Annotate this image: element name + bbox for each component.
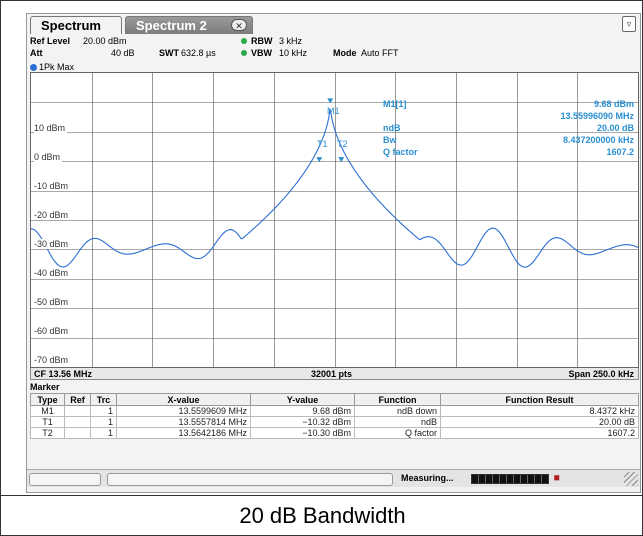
att-label: Att bbox=[30, 48, 43, 58]
y-tick-label: -10 dBm bbox=[34, 181, 70, 191]
mode-label: Mode bbox=[333, 48, 357, 58]
rbw-label: RBW bbox=[251, 36, 273, 46]
table-row[interactable]: M1 1 13.5599609 MHz 9.68 dBm ndB down 8.… bbox=[31, 406, 639, 417]
swt-label: SWT bbox=[159, 48, 179, 58]
sweep-points-label[interactable]: 32001 pts bbox=[311, 369, 352, 379]
cell-y-value: −10.32 dBm bbox=[251, 417, 355, 428]
status-bar: Measuring... ⏹ bbox=[27, 469, 640, 487]
marker-info-q-value: 1607.2 bbox=[606, 147, 634, 157]
cell-trc: 1 bbox=[91, 417, 117, 428]
mode-value[interactable]: Auto FFT bbox=[361, 48, 399, 58]
cell-function: Q factor bbox=[355, 428, 441, 439]
cell-type: T2 bbox=[31, 428, 65, 439]
table-row[interactable]: T2 1 13.5642186 MHz −10.30 dBm Q factor … bbox=[31, 428, 639, 439]
vbw-label: VBW bbox=[251, 48, 272, 58]
trace-indicator-icon bbox=[30, 64, 37, 71]
att-value[interactable]: 40 dB bbox=[111, 48, 135, 58]
t2-marker-label: T2 bbox=[337, 139, 348, 149]
t1-marker-label: T1 bbox=[317, 139, 328, 149]
marker-table: Type Ref Trc X-value Y-value Function Fu… bbox=[30, 393, 639, 439]
column-header: Function bbox=[355, 394, 441, 406]
column-header: Trc bbox=[91, 394, 117, 406]
tab-bar: Spectrum Spectrum 2 ✕ ▿ bbox=[27, 14, 640, 34]
cell-ref bbox=[65, 417, 91, 428]
cell-trc: 1 bbox=[91, 428, 117, 439]
measurement-progress-bar bbox=[471, 474, 549, 484]
cell-function: ndB down bbox=[355, 406, 441, 417]
figure-caption: 20 dB Bandwidth bbox=[1, 495, 643, 536]
marker-info-ndb-label: ndB bbox=[383, 123, 401, 133]
tab-spectrum-label: Spectrum bbox=[41, 18, 101, 33]
marker-info-bw-value: 8.437200000 kHz bbox=[563, 135, 634, 145]
grid-lines bbox=[31, 73, 638, 367]
cell-y-value: −10.30 dBm bbox=[251, 428, 355, 439]
marker-info-freq-value: 13.55996090 MHz bbox=[560, 111, 634, 121]
ref-level-value[interactable]: 20.00 dBm bbox=[83, 36, 127, 46]
cell-function-result: 20.00 dB bbox=[441, 417, 639, 428]
y-tick-label: -40 dBm bbox=[34, 268, 70, 278]
trace-label-text: 1Pk Max bbox=[39, 62, 74, 72]
cell-x-value: 13.5599609 MHz bbox=[117, 406, 251, 417]
cell-x-value: 13.5642186 MHz bbox=[117, 428, 251, 439]
measuring-status: Measuring... bbox=[401, 473, 454, 483]
cell-function: ndB bbox=[355, 417, 441, 428]
marker-info-bw-label: Bw bbox=[383, 135, 397, 145]
menu-dropdown-icon[interactable]: ▿ bbox=[622, 16, 636, 32]
close-icon[interactable]: ✕ bbox=[231, 19, 247, 31]
column-header: Type bbox=[31, 394, 65, 406]
tab-spectrum-2[interactable]: Spectrum 2 ✕ bbox=[125, 16, 253, 34]
y-tick-label: -20 dBm bbox=[34, 210, 70, 220]
y-tick-label: 0 dBm bbox=[34, 152, 62, 162]
cell-function-result: 8.4372 kHz bbox=[441, 406, 639, 417]
spectrum-plot[interactable]: 10 dBm 0 dBm -10 dBm -20 dBm -30 dBm -40… bbox=[30, 72, 639, 368]
vbw-status-dot bbox=[241, 50, 247, 56]
spectrum-plot-svg bbox=[31, 73, 638, 367]
status-message-field[interactable] bbox=[107, 473, 393, 486]
column-header: Function Result bbox=[441, 394, 639, 406]
resize-grip-icon[interactable] bbox=[624, 472, 638, 486]
y-tick-label: -30 dBm bbox=[34, 239, 70, 249]
column-header: Y-value bbox=[251, 394, 355, 406]
cell-x-value: 13.5557814 MHz bbox=[117, 417, 251, 428]
center-frequency-label[interactable]: CF 13.56 MHz bbox=[34, 369, 92, 379]
settings-panel: Ref Level 20.00 dBm Att 40 dB SWT 632.8 … bbox=[27, 34, 640, 64]
y-tick-label: 10 dBm bbox=[34, 123, 67, 133]
analyzer-screen: Spectrum Spectrum 2 ✕ ▿ Ref Level 20.00 … bbox=[26, 13, 641, 493]
cell-type: T1 bbox=[31, 417, 65, 428]
column-header: Ref bbox=[65, 394, 91, 406]
y-tick-label: -50 dBm bbox=[34, 297, 70, 307]
marker-info-ndb-value: 20.00 dB bbox=[597, 123, 634, 133]
status-field[interactable] bbox=[29, 473, 101, 486]
trace-label: 1Pk Max bbox=[30, 62, 74, 72]
span-label[interactable]: Span 250.0 kHz bbox=[568, 369, 634, 379]
m1-marker-label: M1 bbox=[327, 106, 340, 116]
y-tick-label: -70 dBm bbox=[34, 355, 70, 365]
frequency-axis-bar: CF 13.56 MHz 32001 pts Span 250.0 kHz bbox=[30, 368, 639, 380]
cell-ref bbox=[65, 406, 91, 417]
cell-function-result: 1607.2 bbox=[441, 428, 639, 439]
vbw-value[interactable]: 10 kHz bbox=[279, 48, 307, 58]
tab-spectrum-2-label: Spectrum 2 bbox=[136, 18, 207, 33]
marker-info-m1-label: M1[1] bbox=[383, 99, 407, 109]
stop-icon[interactable]: ⏹ bbox=[554, 472, 560, 485]
cell-y-value: 9.68 dBm bbox=[251, 406, 355, 417]
column-header: X-value bbox=[117, 394, 251, 406]
ref-level-label: Ref Level bbox=[30, 36, 70, 46]
marker-table-title: Marker bbox=[30, 382, 60, 392]
y-tick-label: -60 dBm bbox=[34, 326, 70, 336]
cell-trc: 1 bbox=[91, 406, 117, 417]
cell-ref bbox=[65, 428, 91, 439]
swt-value[interactable]: 632.8 µs bbox=[181, 48, 216, 58]
table-row[interactable]: T1 1 13.5557814 MHz −10.32 dBm ndB 20.00… bbox=[31, 417, 639, 428]
marker-info-q-label: Q factor bbox=[383, 147, 418, 157]
rbw-value[interactable]: 3 kHz bbox=[279, 36, 302, 46]
marker-info-m1-value: 9.68 dBm bbox=[594, 99, 634, 109]
rbw-status-dot bbox=[241, 38, 247, 44]
tab-spectrum[interactable]: Spectrum bbox=[30, 16, 122, 34]
cell-type: M1 bbox=[31, 406, 65, 417]
